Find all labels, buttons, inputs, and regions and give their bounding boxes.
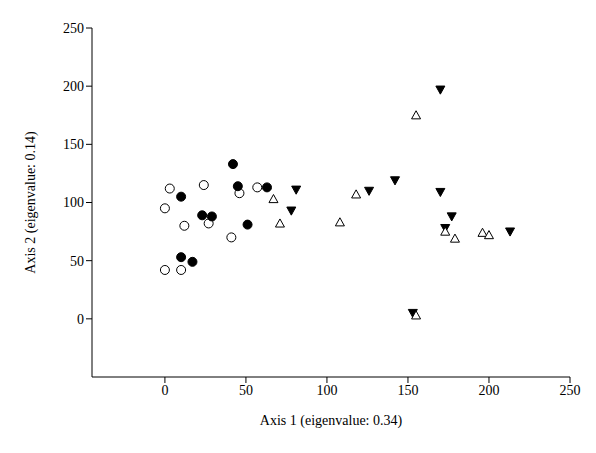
svg-text:Axis 1 (eigenvalue: 0.34): Axis 1 (eigenvalue: 0.34) — [260, 413, 403, 429]
svg-text:250: 250 — [63, 21, 84, 36]
svg-text:100: 100 — [63, 195, 84, 210]
svg-text:100: 100 — [316, 383, 337, 398]
svg-text:50: 50 — [239, 383, 253, 398]
svg-text:150: 150 — [397, 383, 418, 398]
svg-text:250: 250 — [560, 383, 581, 398]
svg-text:0: 0 — [161, 383, 168, 398]
svg-text:50: 50 — [70, 254, 84, 269]
svg-text:200: 200 — [478, 383, 499, 398]
svg-text:0: 0 — [77, 312, 84, 327]
svg-text:Axis 2 (eigenvalue: 0.14): Axis 2 (eigenvalue: 0.14) — [23, 131, 39, 274]
svg-text:200: 200 — [63, 79, 84, 94]
svg-text:150: 150 — [63, 137, 84, 152]
